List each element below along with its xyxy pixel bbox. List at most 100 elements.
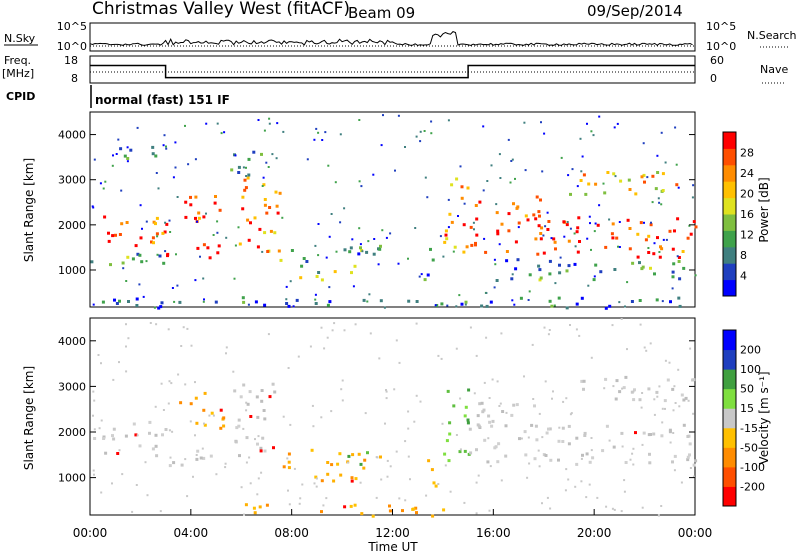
heatmap-cell — [526, 476, 529, 479]
heatmap-cell — [377, 263, 380, 266]
heatmap-cell — [252, 150, 256, 154]
heatmap-cell — [274, 190, 278, 194]
heatmap-cell — [415, 511, 418, 515]
heatmap-cell — [401, 509, 404, 513]
heatmap-cell — [313, 482, 316, 485]
heatmap-cell — [593, 275, 596, 278]
heatmap-cell — [338, 452, 342, 456]
heatmap-cell — [216, 122, 219, 125]
heatmap-cell — [243, 513, 245, 516]
heatmap-cell — [254, 438, 256, 441]
heatmap-cell — [487, 414, 491, 418]
heatmap-cell — [592, 278, 596, 282]
heatmap-cell — [661, 421, 664, 424]
heatmap-cell — [305, 260, 309, 263]
heatmap-cell — [425, 494, 428, 497]
heatmap-cell — [664, 407, 666, 410]
nsky-tick-bottom: 10^0 — [57, 40, 87, 53]
heatmap-cell — [180, 463, 184, 467]
heatmap-cell — [238, 242, 242, 246]
heatmap-cell — [491, 419, 495, 423]
heatmap-cell — [212, 414, 215, 417]
x-tick-label: 16:00 — [476, 526, 511, 540]
heatmap-cell — [678, 304, 682, 308]
heatmap-cell — [257, 477, 260, 480]
heatmap-cell — [671, 387, 675, 391]
heatmap-cell — [343, 248, 347, 252]
heatmap-cell — [540, 226, 544, 230]
heatmap-cell — [282, 465, 286, 469]
heatmap-cell — [100, 362, 102, 365]
heatmap-cell — [349, 246, 353, 250]
heatmap-cell — [222, 424, 226, 428]
heatmap-cell — [217, 244, 221, 248]
heatmap-cell — [580, 379, 584, 383]
heatmap-cell — [144, 461, 147, 464]
heatmap-cell — [585, 452, 589, 456]
heatmap-cell — [519, 296, 523, 300]
heatmap-cell — [575, 436, 579, 440]
freq-line — [90, 64, 695, 79]
heatmap-cell — [567, 174, 570, 177]
heatmap-cell — [537, 264, 541, 268]
heatmap-cell — [505, 411, 508, 414]
heatmap-cell — [156, 253, 159, 256]
heatmap-cell — [194, 216, 197, 220]
heatmap-cell — [424, 176, 427, 179]
heatmap-cell — [260, 152, 263, 156]
power-colorbar: 28 24 20 16 12 8 4 — [722, 131, 754, 297]
heatmap-cell — [511, 158, 514, 161]
heatmap-cell — [692, 184, 695, 187]
heatmap-cell — [93, 473, 95, 476]
heatmap-cell — [100, 419, 103, 422]
colorbar-swatch — [723, 388, 736, 409]
heatmap-cell — [281, 216, 284, 219]
heatmap-cell — [245, 409, 248, 412]
nsearch-tick-top: 10^5 — [706, 20, 736, 33]
heatmap-cell — [225, 352, 227, 355]
heatmap-cell — [186, 327, 189, 330]
heatmap-cell — [611, 236, 615, 240]
heatmap-cell — [495, 211, 499, 215]
heatmap-cell — [152, 241, 155, 245]
heatmap-cell — [320, 326, 323, 329]
heatmap-cell — [262, 183, 266, 187]
heatmap-cell — [194, 381, 196, 384]
heatmap-cell — [241, 296, 245, 300]
heatmap-cell — [613, 508, 616, 511]
time-axis-label: Time UT — [367, 540, 418, 554]
heatmap-cell — [613, 126, 616, 129]
heatmap-cell — [412, 507, 416, 511]
colorbar-tick-label: -50 — [740, 441, 758, 454]
heatmap-cell — [151, 447, 155, 451]
heatmap-cell — [208, 256, 212, 260]
heatmap-cell — [314, 244, 317, 247]
colorbar-swatch — [723, 148, 736, 166]
heatmap-cell — [140, 260, 144, 264]
heatmap-cell — [407, 455, 410, 458]
heatmap-cell — [543, 326, 546, 329]
heatmap-cell — [689, 232, 693, 236]
heatmap-cell — [267, 333, 270, 336]
heatmap-cell — [483, 381, 486, 384]
heatmap-cell — [107, 239, 111, 243]
heatmap-cell — [663, 399, 667, 403]
heatmap-cell — [174, 166, 177, 169]
heatmap-cell — [546, 228, 550, 231]
heatmap-cell — [363, 458, 367, 462]
heatmap-cell — [415, 300, 419, 303]
colorbar-tick-label: 24 — [740, 167, 754, 180]
heatmap-cell — [671, 460, 674, 464]
heatmap-cell — [567, 424, 571, 428]
heatmap-cell — [125, 370, 128, 373]
heatmap-cell — [672, 262, 676, 266]
heatmap-cell — [259, 446, 263, 450]
heatmap-cell — [343, 207, 346, 210]
heatmap-cell — [582, 379, 586, 383]
heatmap-cell — [333, 270, 337, 274]
heatmap-cell — [587, 182, 591, 186]
heatmap-cell — [136, 252, 140, 256]
heatmap-cell — [596, 223, 600, 227]
colorbar-swatch — [723, 263, 736, 281]
heatmap-cell — [649, 266, 652, 270]
